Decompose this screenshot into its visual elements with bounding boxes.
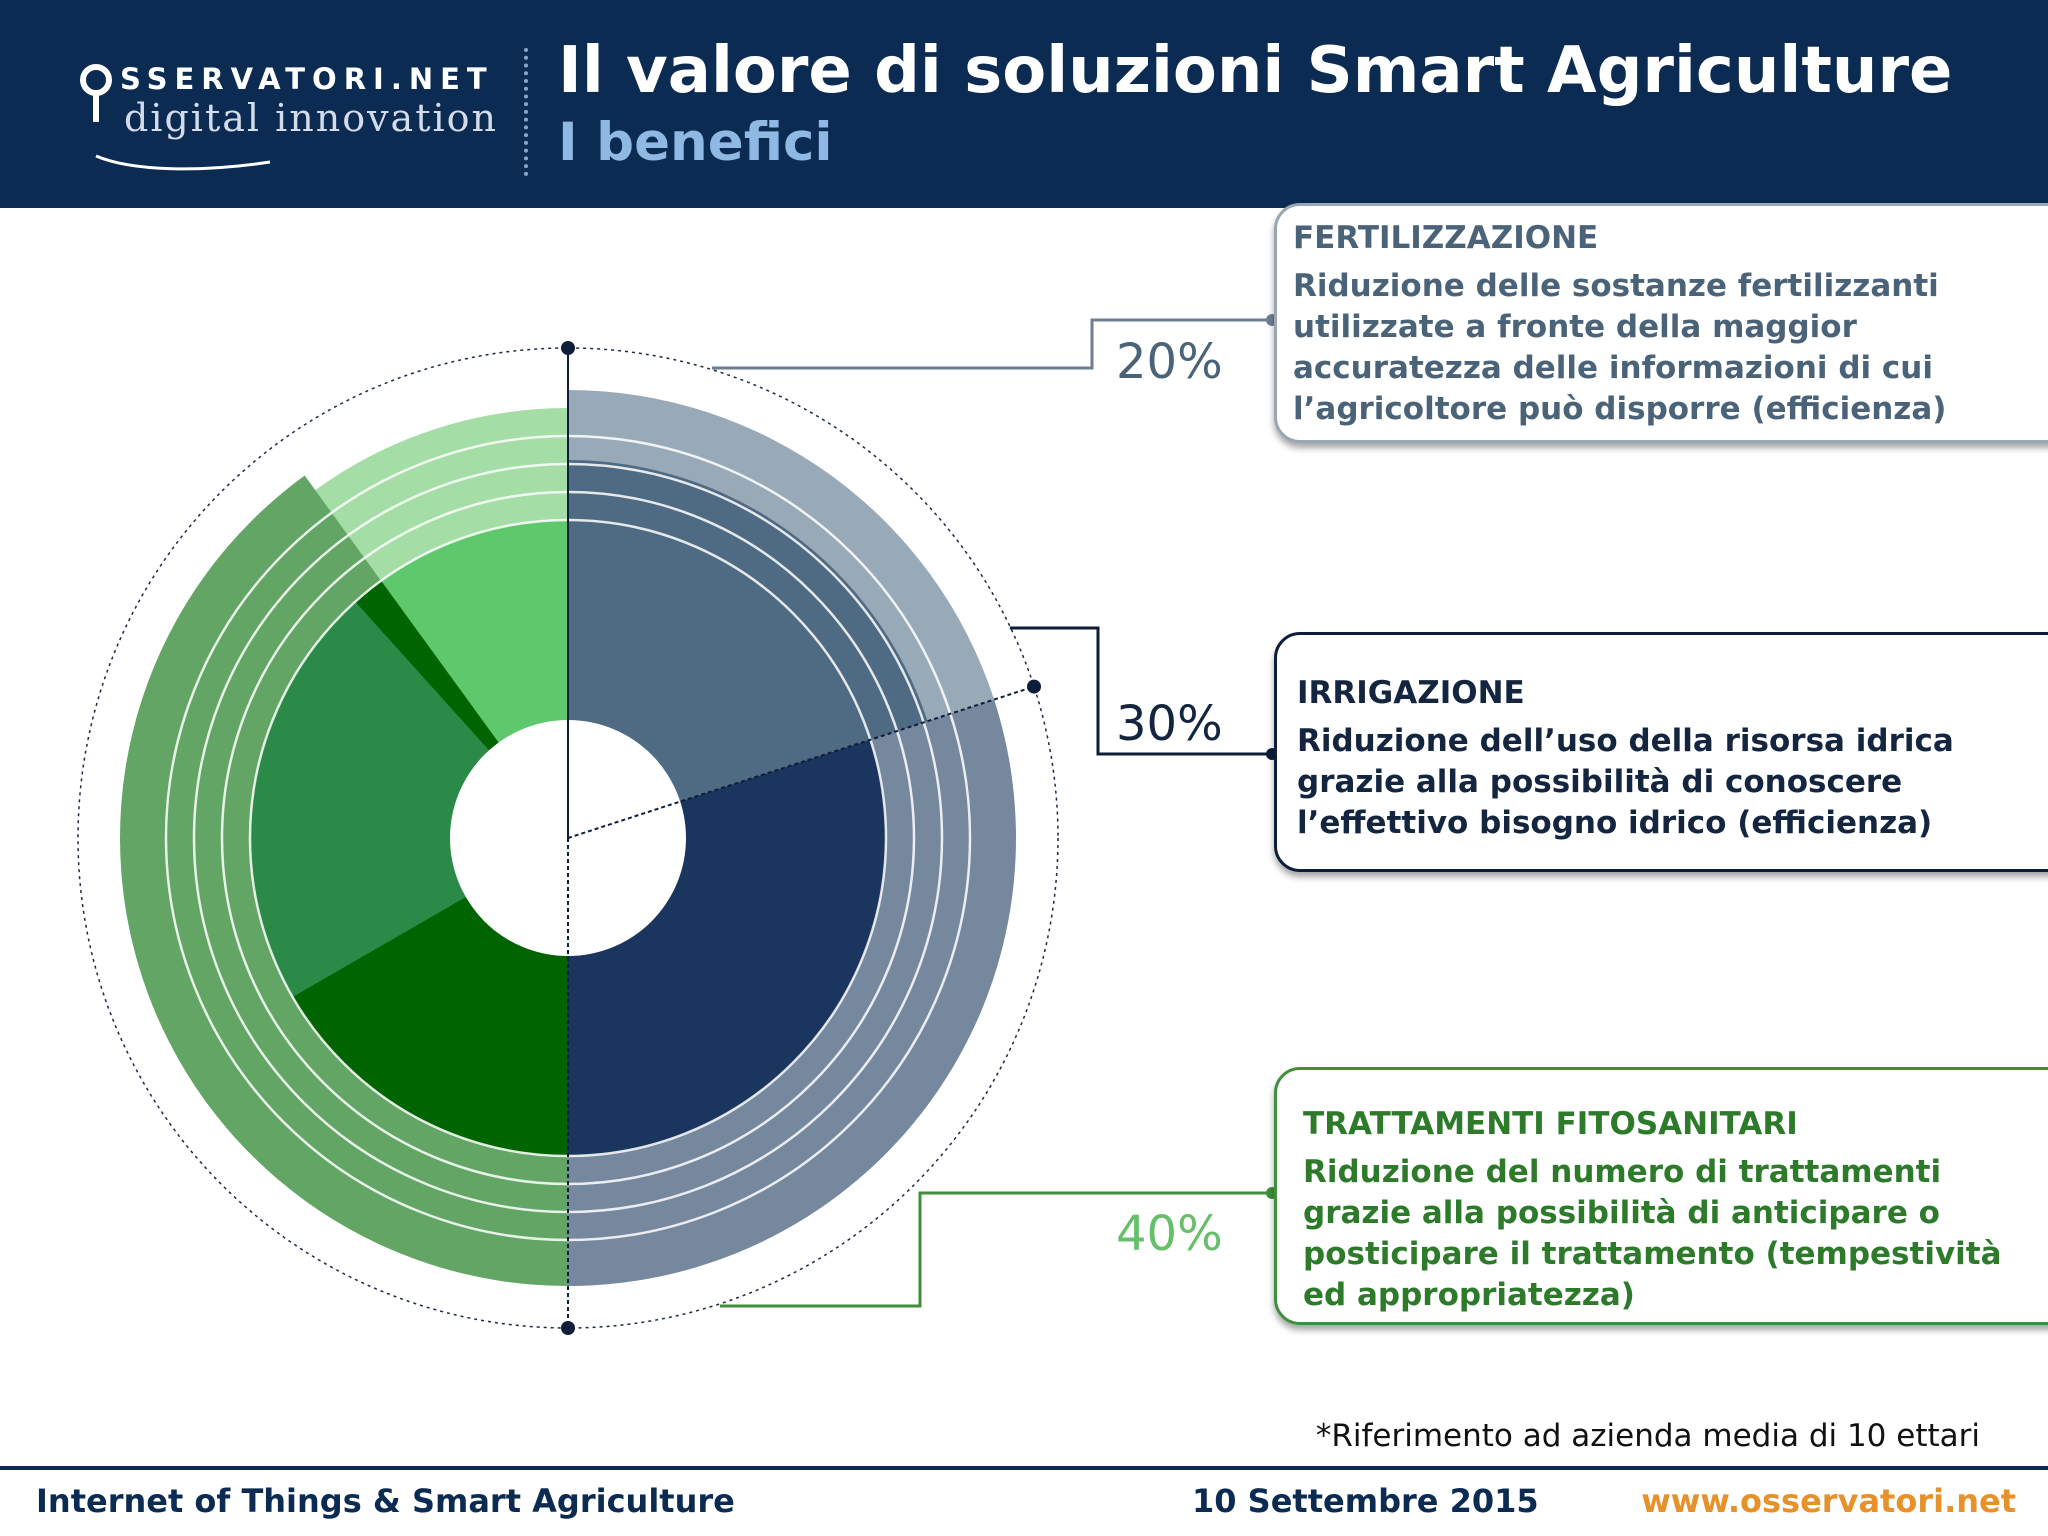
footer-divider bbox=[0, 1466, 2048, 1470]
logo-tagline: digital innovation bbox=[124, 96, 498, 140]
leader-fertilizzazione bbox=[712, 318, 1272, 370]
callout-title: FERTILIZZAZIONE bbox=[1293, 220, 1599, 256]
callout-title: TRATTAMENTI FITOSANITARI bbox=[1303, 1106, 1798, 1142]
outer-guide-circle bbox=[77, 347, 1059, 1329]
callout-description: Riduzione del numero di trattamenti graz… bbox=[1303, 1154, 2002, 1313]
benefits-donut-chart bbox=[77, 314, 1278, 1335]
logo-swoosh bbox=[95, 154, 271, 171]
footer-website-link[interactable]: www.osservatori.net bbox=[1641, 1482, 2016, 1520]
boundary-dot-0 bbox=[561, 341, 575, 355]
footer-date: 10 Settembre 2015 bbox=[1192, 1482, 1539, 1520]
data-label-fertilizzazione: 20% bbox=[1116, 334, 1223, 390]
callout-trattamenti-fitosanitari: TRATTAMENTI FITOSANITARI Riduzione del n… bbox=[1274, 1067, 2048, 1325]
osservatori-logo[interactable]: SSERVATORI.NET digital innovation bbox=[78, 56, 496, 176]
callout-description: Riduzione dell’uso della risorsa idrica … bbox=[1297, 723, 1954, 841]
header-divider bbox=[524, 48, 528, 176]
logo-wordmark: SSERVATORI.NET bbox=[120, 62, 494, 96]
data-label-trattamenti: 40% bbox=[1116, 1206, 1223, 1262]
boundary-line-1 bbox=[567, 685, 1035, 839]
boundary-dot-1 bbox=[1027, 679, 1042, 694]
page-subtitle: I benefici bbox=[558, 112, 833, 173]
leader-irrigazione bbox=[1010, 626, 1272, 756]
magnifier-pin-icon bbox=[80, 64, 112, 122]
callout-irrigazione: IRRIGAZIONE Riduzione dell’uso della ris… bbox=[1274, 632, 2048, 872]
callout-fertilizzazione: FERTILIZZAZIONE Riduzione delle sostanze… bbox=[1274, 203, 2048, 443]
callout-description: Riduzione delle sostanze fertilizzanti u… bbox=[1293, 268, 1947, 427]
boundary-dot-2 bbox=[561, 1321, 575, 1335]
data-label-irrigazione: 30% bbox=[1116, 696, 1223, 752]
footnote: *Riferimento ad azienda media di 10 etta… bbox=[1315, 1418, 1980, 1454]
page-title: Il valore di soluzioni Smart Agriculture bbox=[558, 34, 1953, 108]
slice-fertilizzazione bbox=[568, 460, 928, 838]
remainder-sector-dark bbox=[249, 601, 569, 997]
footer-event-name: Internet of Things & Smart Agriculture bbox=[36, 1482, 735, 1520]
callout-title: IRRIGAZIONE bbox=[1297, 675, 1525, 711]
leader-trattamenti bbox=[720, 1191, 1272, 1308]
header: SSERVATORI.NET digital innovation Il val… bbox=[0, 0, 2048, 208]
